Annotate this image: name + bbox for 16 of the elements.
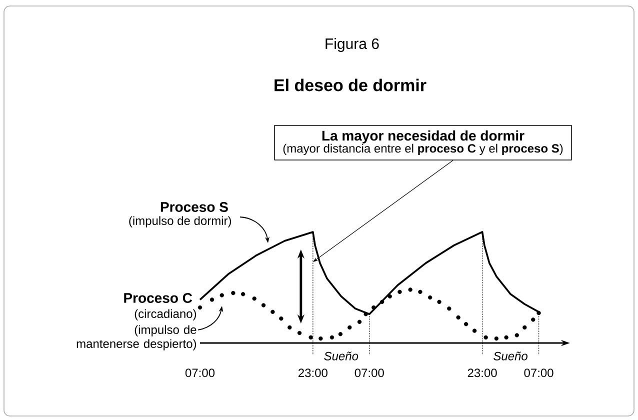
- x-tick-label: 07:00: [354, 368, 384, 378]
- chart-title: Figura 6: [326, 38, 379, 52]
- x-tick-label: 07:00: [185, 368, 215, 378]
- text: Sueño: [494, 352, 528, 360]
- chart-subtitle: El deseo de dormir: [274, 78, 426, 92]
- text: (impulso de mantenerse despierto): [76, 325, 196, 350]
- x-tick-label: 07:00: [524, 368, 554, 378]
- text: (circadiano): [134, 309, 196, 320]
- series-label: Proceso C: [124, 293, 192, 303]
- text: La mayor necesidad de dormir: [322, 130, 524, 144]
- x-tick-label: 23:00: [298, 368, 328, 378]
- text: Proceso S: [160, 202, 228, 212]
- text: (impulso de dormir): [129, 216, 232, 228]
- x-tick-label: 23:00: [468, 368, 497, 378]
- text: (mayor distancia entre el proceso C y el proceso S): [283, 144, 563, 156]
- text: Sueño: [324, 352, 358, 360]
